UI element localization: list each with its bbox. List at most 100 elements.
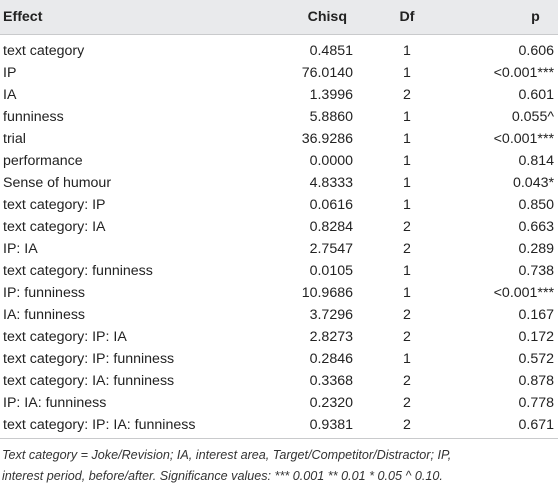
effect-cell: text category: IP: IA: funniness [3, 417, 196, 433]
df-cell: 1 [403, 263, 411, 279]
chisq-cell: 0.0105 [309, 263, 353, 279]
df-cell: 1 [403, 65, 411, 81]
df-cell: 1 [403, 285, 411, 301]
chisq-cell: 0.0616 [309, 197, 353, 213]
table-row: IA: funniness 3.7296 2 0.167 [0, 304, 558, 326]
table-row: IP: IA: funniness 0.2320 2 0.778 [0, 392, 558, 414]
effect-cell: IP: funniness [3, 285, 86, 301]
df-cell: 2 [403, 87, 411, 103]
p-cell: 0.043* [512, 175, 554, 191]
table-bottom-rule [0, 438, 558, 439]
p-cell: 0.167 [518, 307, 554, 323]
p-cell: 0.814 [518, 153, 554, 169]
effect-cell: IP: IA: funniness [3, 395, 107, 411]
chisq-cell: 0.9381 [309, 417, 353, 433]
chisq-cell: 0.2320 [309, 395, 353, 411]
df-cell: 1 [403, 175, 411, 191]
df-cell: 2 [403, 329, 411, 345]
table-header-row: Effect Chisq Df p [0, 0, 558, 35]
table-row: IP 76.0140 1 <0.001*** [0, 62, 558, 84]
df-cell: 1 [403, 109, 411, 125]
footnote-line-1: Text category = Joke/Revision; IA, inter… [2, 448, 452, 462]
df-cell: 1 [403, 153, 411, 169]
p-cell: 0.778 [518, 395, 554, 411]
chisq-cell: 0.0000 [309, 153, 353, 169]
chisq-cell: 36.9286 [301, 131, 353, 147]
df-cell: 2 [403, 417, 411, 433]
chisq-cell: 2.8273 [309, 329, 353, 345]
effect-cell: text category: funniness [3, 263, 153, 279]
chisq-cell: 0.8284 [309, 219, 353, 235]
table-row: text category: IA 0.8284 2 0.663 [0, 216, 558, 238]
p-cell: 0.663 [518, 219, 554, 235]
chisq-cell: 0.4851 [309, 43, 353, 59]
header-p: p [457, 0, 558, 35]
table-row: text category: IA: funniness 0.3368 2 0.878 [0, 370, 558, 392]
table-row: IA 1.3996 2 0.601 [0, 84, 558, 106]
df-cell: 1 [403, 351, 411, 367]
df-cell: 1 [403, 197, 411, 213]
chisq-cell: 0.2846 [309, 351, 353, 367]
table-footnote: Text category = Joke/Revision; IA, inter… [2, 445, 554, 487]
df-cell: 2 [403, 373, 411, 389]
effect-cell: trial [3, 131, 26, 147]
table-row: IP: IA 2.7547 2 0.289 [0, 238, 558, 260]
table-row: performance 0.0000 1 0.814 [0, 150, 558, 172]
df-cell: 2 [403, 307, 411, 323]
table-row: IP: funniness 10.9686 1 <0.001*** [0, 282, 558, 304]
table-row: trial 36.9286 1 <0.001*** [0, 128, 558, 150]
effect-cell: funniness [3, 109, 64, 125]
df-cell: 2 [403, 241, 411, 257]
chisq-cell: 4.8333 [309, 175, 353, 191]
table-row: Sense of humour 4.8333 1 0.043* [0, 172, 558, 194]
effect-cell: Sense of humour [3, 175, 112, 191]
p-cell: 0.601 [518, 87, 554, 103]
table-row: text category: IP: IA: funniness 0.9381 2 0… [0, 414, 558, 436]
footnote-line-2: interest period, before/after. Significa… [2, 469, 443, 483]
effect-cell: text category [3, 43, 85, 59]
anova-results-table: Effect Chisq Df p text category 0.4851 1 0.… [0, 0, 558, 437]
effect-cell: text category: IP [3, 197, 106, 213]
chisq-cell: 0.3368 [309, 373, 353, 389]
effect-cell: IA: funniness [3, 307, 86, 323]
p-cell: <0.001*** [493, 65, 554, 81]
df-cell: 2 [403, 395, 411, 411]
p-cell: 0.289 [518, 241, 554, 257]
df-cell: 1 [403, 131, 411, 147]
header-df: Df [357, 0, 457, 35]
p-cell: 0.850 [518, 197, 554, 213]
header-effect: Effect [0, 0, 270, 35]
chisq-cell: 10.9686 [301, 285, 353, 301]
chisq-cell: 2.7547 [309, 241, 353, 257]
df-cell: 2 [403, 219, 411, 235]
chisq-cell: 76.0140 [301, 65, 353, 81]
chisq-cell: 1.3996 [309, 87, 353, 103]
p-cell: 0.172 [518, 329, 554, 345]
df-cell: 1 [403, 43, 411, 59]
table-body: text category 0.4851 1 0.606 IP 76.0140 1 <0.00… [0, 35, 558, 437]
p-cell: 0.738 [518, 263, 554, 279]
table-row: text category: IP: IA 2.8273 2 0.172 [0, 326, 558, 348]
p-cell: 0.878 [518, 373, 554, 389]
p-cell: 0.606 [518, 43, 554, 59]
effect-cell: IP: IA [3, 241, 38, 257]
effect-cell: performance [3, 153, 83, 169]
effect-cell: text category: IP: funniness [3, 351, 175, 367]
p-cell: 0.055^ [511, 109, 554, 125]
chisq-cell: 5.8860 [309, 109, 353, 125]
table-row: text category: IP 0.0616 1 0.850 [0, 194, 558, 216]
p-cell: <0.001*** [493, 131, 554, 147]
table-row: text category: funniness 0.0105 1 0.738 [0, 260, 558, 282]
p-cell: <0.001*** [493, 285, 554, 301]
effect-cell: IP [3, 65, 17, 81]
chisq-cell: 3.7296 [309, 307, 353, 323]
p-cell: 0.572 [518, 351, 554, 367]
p-cell: 0.671 [518, 417, 554, 433]
effect-cell: text category: IA: funniness [3, 373, 175, 389]
table-row: text category: IP: funniness 0.2846 1 0.572 [0, 348, 558, 370]
table-row: text category 0.4851 1 0.606 [0, 35, 558, 63]
effect-cell: text category: IP: IA [3, 329, 127, 345]
effect-cell: IA [3, 87, 17, 103]
effect-cell: text category: IA [3, 219, 106, 235]
